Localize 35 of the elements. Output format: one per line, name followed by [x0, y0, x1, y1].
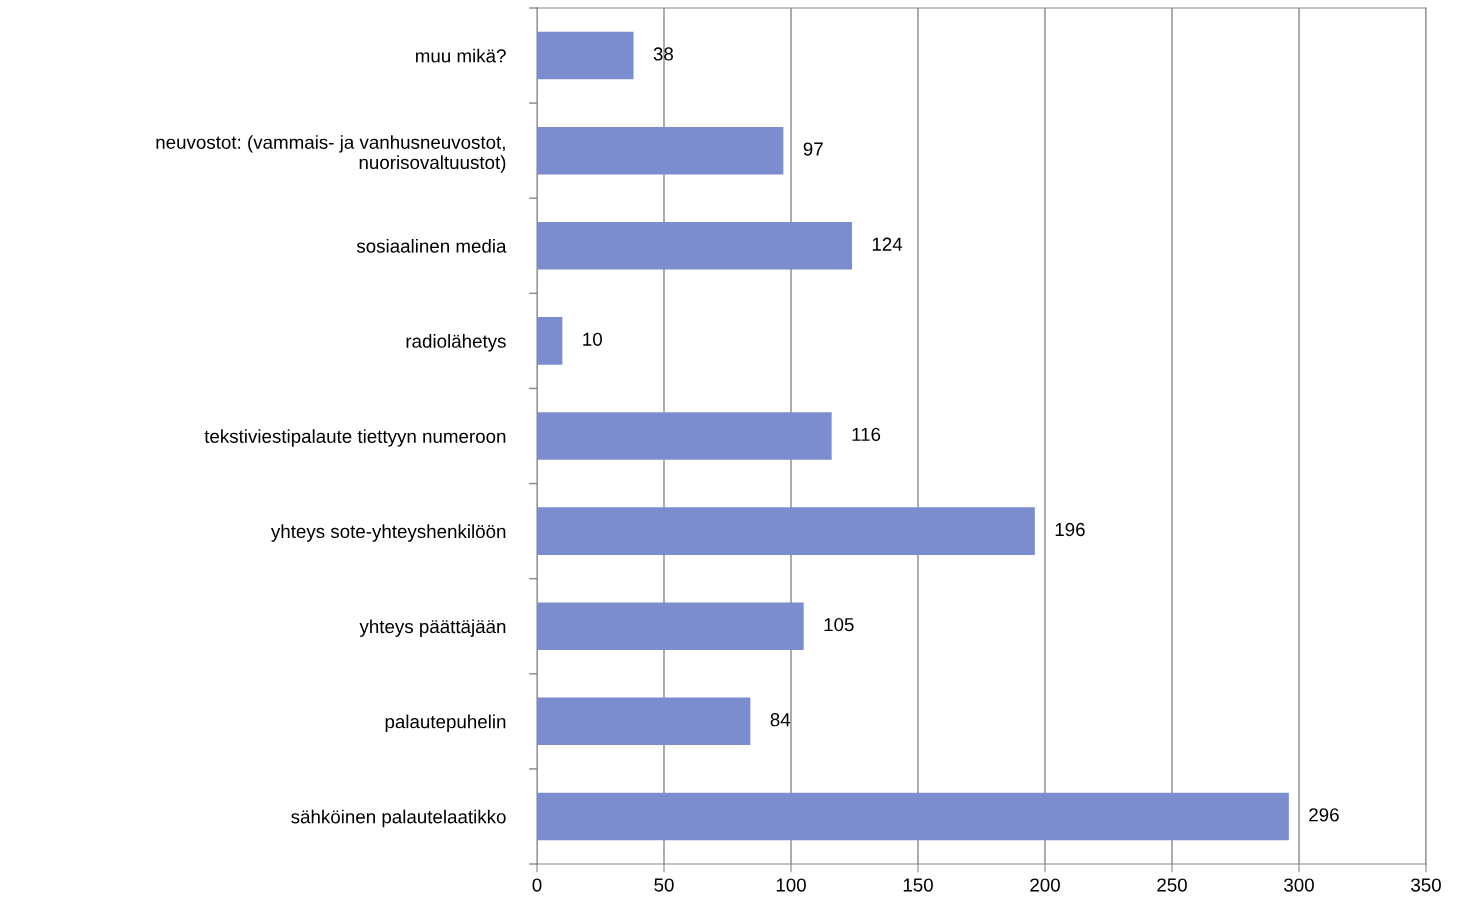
data-label: 196: [1055, 522, 1085, 537]
bar: [537, 317, 563, 365]
y-tick-label: muu mikä?: [416, 48, 506, 63]
y-tick-label: tekstiviestipalaute tiettyyn numeroon: [204, 429, 506, 447]
bar: [537, 31, 634, 80]
x-tick-label: 350: [1411, 878, 1441, 892]
data-label: 296: [1309, 808, 1339, 822]
y-tick-label: yhteys päättäjään: [359, 619, 506, 637]
bar: [537, 412, 832, 460]
x-tick-label: 150: [903, 878, 933, 892]
x-tick-label: 0: [532, 878, 542, 892]
data-label: 124: [872, 237, 903, 251]
x-tick-label: 100: [776, 878, 806, 892]
data-label: 84: [770, 713, 791, 727]
y-tick-label: sähköinen palautelaatikko: [291, 809, 506, 828]
x-tick-label: 300: [1284, 878, 1314, 892]
data-label: 10: [583, 332, 602, 346]
bar: [537, 126, 784, 175]
data-label: 105: [824, 617, 854, 632]
data-label: 38: [653, 47, 673, 61]
y-tick-label: palautepuhelin: [385, 714, 506, 733]
x-tick-label: 250: [1157, 878, 1187, 892]
y-tick-label: yhteys sote-yhteyshenkilöön: [270, 524, 506, 542]
y-tick-label: neuvostot: (vammais- ja vanhusneuvostot, nuorisovaltuustot): [156, 135, 506, 173]
data-label: 97: [803, 142, 823, 156]
data-label: 116: [852, 427, 881, 442]
x-tick-label: 200: [1030, 878, 1060, 892]
bar: [537, 222, 852, 270]
x-tick-label: 50: [654, 878, 674, 892]
y-tick-label: sosiaalinen media: [356, 238, 507, 253]
bar: [537, 602, 804, 650]
bar: [537, 697, 751, 746]
bar: [537, 792, 1289, 841]
y-tick-label: radiolähetys: [406, 334, 506, 352]
bar: [537, 507, 1035, 555]
